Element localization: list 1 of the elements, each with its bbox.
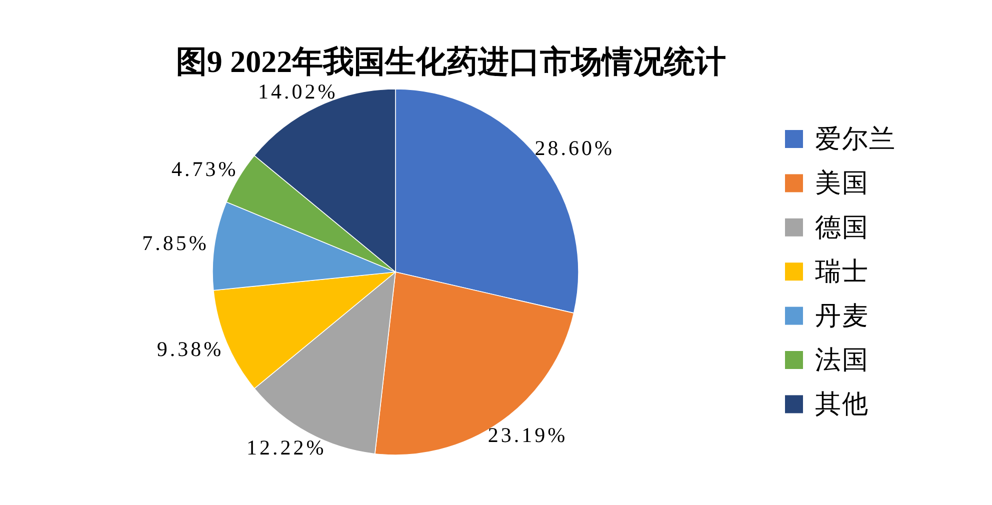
- title: 图9 2022年我国生化药进口市场情况统计: [176, 44, 726, 79]
